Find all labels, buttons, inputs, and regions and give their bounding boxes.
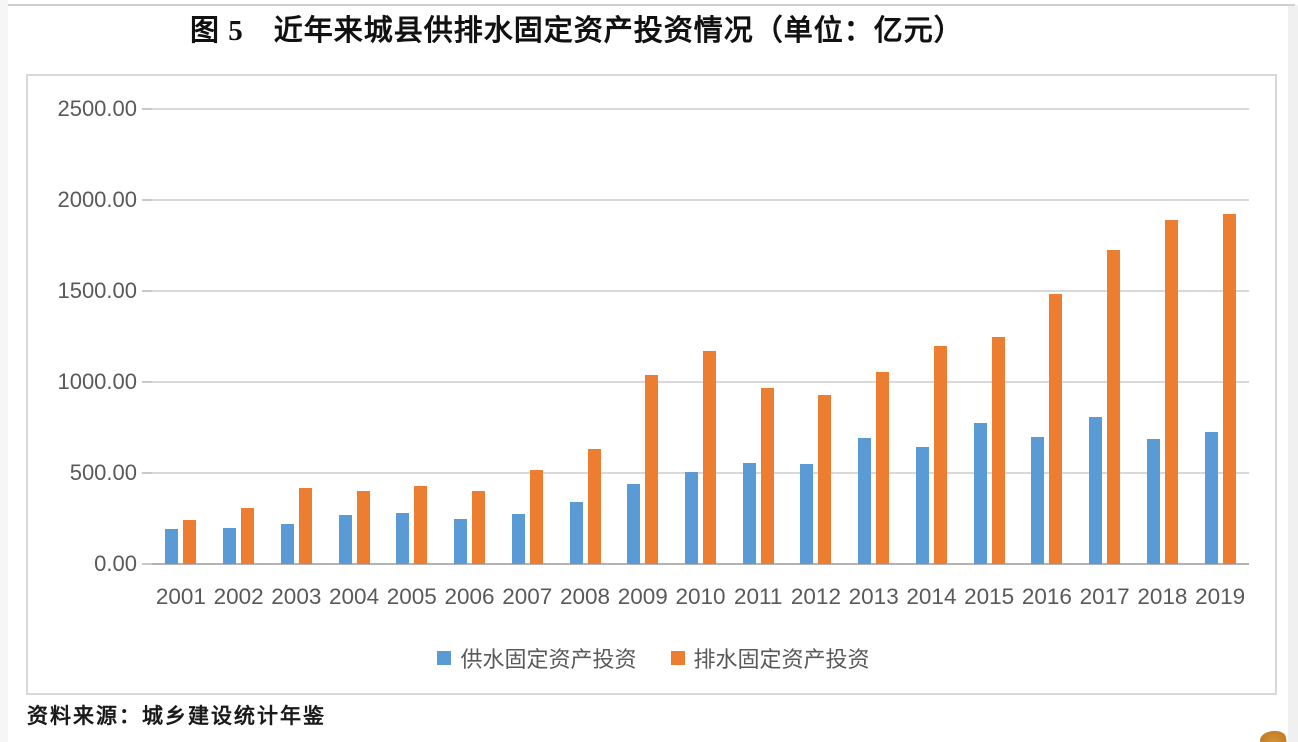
x-axis-label-2011: 2011 <box>734 584 783 609</box>
page-right-margin <box>1288 5 1298 742</box>
bar-supply-2019 <box>1204 432 1218 564</box>
x-axis-label-2018: 2018 <box>1137 584 1188 609</box>
bar-supply-2009 <box>627 483 641 564</box>
bar-supply-2017 <box>1089 417 1103 564</box>
legend-swatch-icon <box>437 651 452 665</box>
bar-supply-2010 <box>685 471 698 564</box>
bar-supply-2003 <box>280 523 294 564</box>
bar-drainage-2001 <box>183 519 197 564</box>
bar-drainage-2015 <box>991 336 1005 564</box>
x-axis-label-2004: 2004 <box>329 584 380 609</box>
bar-drainage-2005 <box>414 485 428 564</box>
bar-supply-2005 <box>396 513 410 564</box>
legend-label: 排水固定资产投资 <box>693 647 870 672</box>
x-axis-label-2007: 2007 <box>502 584 553 609</box>
x-axis-line <box>152 563 1249 565</box>
bar-drainage-2002 <box>241 508 255 564</box>
y-axis-label-2500: 2500.00 <box>57 96 137 121</box>
x-axis-label-2003: 2003 <box>271 584 322 609</box>
y-axis-label-0: 0.00 <box>94 551 137 576</box>
bar-drainage-2013 <box>876 372 890 564</box>
x-axis-label-2015: 2015 <box>964 584 1015 609</box>
x-axis-label-2019: 2019 <box>1195 584 1246 609</box>
partial-logo-icon <box>1259 729 1287 742</box>
y-axis-label-500: 500.00 <box>69 460 137 485</box>
y-axis-label-2000: 2000.00 <box>57 187 137 212</box>
x-axis-label-2008: 2008 <box>559 584 611 609</box>
x-axis-label-2013: 2013 <box>848 584 899 609</box>
x-axis-label-2001: 2001 <box>155 584 206 609</box>
page-left-margin <box>0 0 8 742</box>
chart-title: 图 5 近年来城县供排水固定资产投资情况（单位：亿元） <box>190 15 964 47</box>
bar-drainage-2011 <box>760 388 774 564</box>
x-axis-label-2006: 2006 <box>444 584 495 609</box>
bar-supply-2016 <box>1031 436 1045 564</box>
bar-drainage-2012 <box>818 395 832 564</box>
top-divider <box>8 4 1295 6</box>
y-axis-tick-1500 <box>142 290 152 292</box>
bar-drainage-2004 <box>356 491 370 564</box>
legend-swatch-icon <box>670 651 685 665</box>
chart-legend: 供水固定资产投资 排水固定资产投资 <box>28 642 1279 674</box>
gridline-2500 <box>152 108 1249 110</box>
bar-supply-2011 <box>742 463 756 564</box>
y-axis-tick-2000 <box>142 199 152 201</box>
bar-drainage-2018 <box>1164 220 1178 564</box>
gridline-1000 <box>152 381 1249 383</box>
bar-drainage-2007 <box>529 470 543 564</box>
bar-supply-2002 <box>223 527 237 564</box>
bar-supply-2007 <box>511 513 525 564</box>
bar-drainage-2019 <box>1222 214 1236 564</box>
bar-supply-2001 <box>165 528 179 564</box>
bar-supply-2004 <box>338 515 352 564</box>
y-axis-label-1500: 1500.00 <box>57 278 137 303</box>
source-note: 资料来源：城乡建设统计年鉴 <box>27 704 326 728</box>
bar-drainage-2016 <box>1049 294 1063 564</box>
bar-drainage-2003 <box>298 488 312 564</box>
bar-drainage-2010 <box>703 351 716 564</box>
bar-supply-2018 <box>1146 439 1160 564</box>
bar-supply-2015 <box>973 423 987 564</box>
x-axis-label-2012: 2012 <box>790 584 841 609</box>
bar-supply-2006 <box>454 518 468 564</box>
x-axis-label-2016: 2016 <box>1021 584 1072 609</box>
bar-drainage-2009 <box>645 375 659 564</box>
y-axis-tick-500 <box>142 472 152 474</box>
y-axis-tick-2500 <box>142 108 152 110</box>
bar-supply-2012 <box>800 464 814 564</box>
bar-drainage-2008 <box>587 448 601 564</box>
bar-supply-2013 <box>858 438 872 564</box>
bar-drainage-2006 <box>472 491 486 564</box>
bar-drainage-2014 <box>933 346 947 564</box>
x-axis-label-2005: 2005 <box>386 584 437 609</box>
y-axis-label-1000: 1000.00 <box>57 369 137 394</box>
bar-supply-2008 <box>569 501 583 564</box>
legend-item-drainage: 排水固定资产投资 <box>670 642 870 674</box>
x-axis-label-2010: 2010 <box>675 584 726 609</box>
chart-plot-container: 供水固定资产投资 排水固定资产投资 0.00 500.00 1000.00 1500.0… <box>26 74 1277 695</box>
gridline-500 <box>152 472 1249 474</box>
bar-drainage-2017 <box>1107 249 1121 564</box>
x-axis-label-2009: 2009 <box>617 584 668 609</box>
legend-item-supply: 供水固定资产投资 <box>437 642 637 674</box>
x-axis-label-2014: 2014 <box>906 584 957 609</box>
y-axis-tick-1000 <box>142 381 152 383</box>
y-axis-tick-0 <box>142 563 152 565</box>
x-axis-label-2017: 2017 <box>1079 584 1130 609</box>
gridline-2000 <box>152 199 1249 201</box>
x-axis-label-2002: 2002 <box>213 584 264 609</box>
legend-label: 供水固定资产投资 <box>460 647 637 672</box>
gridline-1500 <box>152 290 1249 292</box>
bar-supply-2014 <box>915 446 929 564</box>
